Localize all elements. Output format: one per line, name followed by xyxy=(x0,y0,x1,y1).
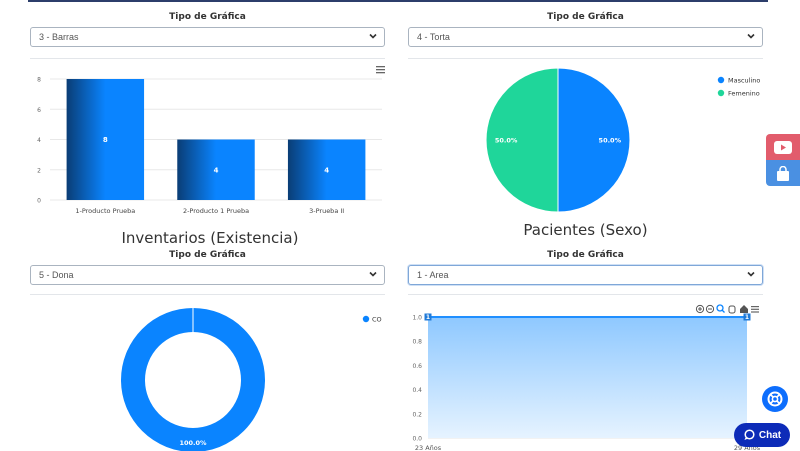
select-value: 3 - Barras xyxy=(39,32,79,42)
home-icon[interactable] xyxy=(740,305,748,313)
y-tick-label: 8 xyxy=(37,77,41,84)
select-value: 1 - Area xyxy=(417,270,449,280)
point-data-label: 1 xyxy=(426,314,430,321)
chart-type-label: Tipo de Gráfica xyxy=(169,250,246,260)
chevron-down-icon xyxy=(369,271,377,277)
divider xyxy=(30,58,385,59)
area-fill xyxy=(428,317,747,438)
youtube-button[interactable] xyxy=(766,134,800,160)
bar-data-label: 4 xyxy=(324,166,329,174)
youtube-icon xyxy=(774,140,792,154)
chart-type-select-4[interactable]: 1 - Area xyxy=(408,265,763,285)
bar-data-label: 8 xyxy=(103,136,108,144)
help-button[interactable] xyxy=(762,386,788,412)
y-tick-label: 0.8 xyxy=(412,339,422,346)
chat-bubble-icon xyxy=(744,429,755,440)
point-data-label: 1 xyxy=(745,314,749,321)
y-tick-label: 6 xyxy=(37,107,41,114)
divider xyxy=(408,58,763,59)
bar-chart: 0 2 4 6 8 8 1-Producto Prueba 4 2-Producto 1 Pru… xyxy=(37,66,385,215)
chat-label: Chat xyxy=(758,429,782,441)
magnifier-icon[interactable] xyxy=(716,304,725,313)
top-border xyxy=(28,0,768,2)
y-tick-label: 2 xyxy=(37,167,41,174)
pie-slice xyxy=(485,67,559,213)
point-label-badge xyxy=(743,313,751,321)
y-tick-label: 0.4 xyxy=(412,387,422,394)
x-tick-label: 2-Producto 1 Prueba xyxy=(183,207,249,215)
y-tick-label: 4 xyxy=(37,137,41,144)
zoom-in-icon[interactable] xyxy=(695,304,705,314)
lifebuoy-icon xyxy=(767,391,783,407)
area-chart: 0.0 0.2 0.4 0.6 0.8 1.0 1 23 Años 1 29 Años xyxy=(412,304,761,451)
chevron-down-icon xyxy=(747,33,755,39)
bar-data-label: 4 xyxy=(214,166,219,174)
chevron-down-icon xyxy=(369,33,377,39)
select-value: 4 - Torta xyxy=(417,32,450,42)
hamburger-menu-icon[interactable] xyxy=(751,306,759,313)
bar xyxy=(177,139,255,200)
legend-marker xyxy=(717,89,725,97)
pan-hand-icon[interactable] xyxy=(728,305,736,314)
legend-marker xyxy=(362,315,370,323)
chart-type-label: Tipo de Gráfica xyxy=(547,12,624,22)
legend-label: Femenino xyxy=(728,90,760,98)
y-tick-label: 1.0 xyxy=(412,315,422,322)
chevron-down-icon xyxy=(747,271,755,277)
bar xyxy=(66,79,145,200)
x-tick-label: 1-Producto Prueba xyxy=(75,207,135,215)
chart-title: Inventarios (Existencia) xyxy=(121,229,299,247)
shopping-bag-icon xyxy=(777,165,789,181)
hamburger-menu-icon[interactable] xyxy=(376,66,385,74)
zoom-out-icon[interactable] xyxy=(705,304,715,314)
divider xyxy=(408,294,763,295)
chat-button[interactable]: Chat xyxy=(734,423,790,447)
chart-type-label: Tipo de Gráfica xyxy=(169,12,246,22)
x-tick-label: 29 Años xyxy=(734,444,761,451)
chart-type-select-3[interactable]: 5 - Dona xyxy=(30,265,385,285)
pie-data-label: 50.0% xyxy=(599,137,622,145)
legend-marker xyxy=(717,76,725,84)
point-label-badge xyxy=(424,313,432,321)
y-tick-label: 0.2 xyxy=(412,411,422,418)
pie-data-label: 50.0% xyxy=(495,137,518,145)
y-tick-label: 0.0 xyxy=(412,436,422,443)
chart-type-select-2[interactable]: 4 - Torta xyxy=(408,27,763,47)
y-tick-label: 0 xyxy=(37,198,41,205)
legend-label: Masculino xyxy=(728,77,760,85)
zoom-toolbar xyxy=(695,304,759,314)
y-tick-label: 0.6 xyxy=(412,363,422,370)
legend-label: CO xyxy=(372,316,382,324)
shop-button[interactable] xyxy=(766,160,800,186)
chart-title: Pacientes (Sexo) xyxy=(523,221,648,239)
donut-slice xyxy=(121,308,265,451)
bar xyxy=(287,139,366,200)
chart-type-select-1[interactable]: 3 - Barras xyxy=(30,27,385,47)
select-value: 5 - Dona xyxy=(39,270,74,280)
x-tick-label: 3-Prueba II xyxy=(309,207,344,215)
chart-type-label: Tipo de Gráfica xyxy=(547,250,624,260)
pie-slice xyxy=(557,67,631,213)
divider xyxy=(30,294,385,295)
pie-chart: 50.0% 50.0% Masculino Femenino xyxy=(485,67,760,213)
donut-data-label: 100.0% xyxy=(179,439,207,447)
donut-chart: 100.0% CO xyxy=(121,308,382,451)
x-tick-label: 23 Años xyxy=(415,444,442,451)
